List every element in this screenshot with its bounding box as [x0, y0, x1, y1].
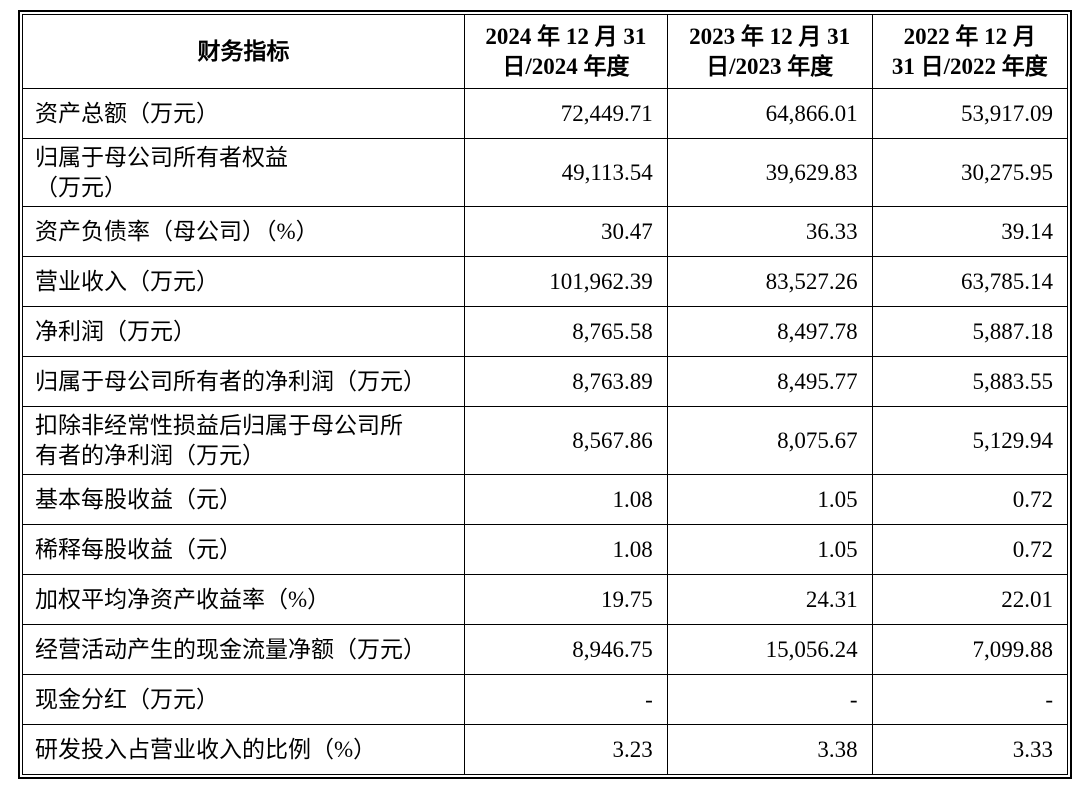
table-row-total-assets: 资产总额（万元） 72,449.71 64,866.01 53,917.09 [21, 88, 1069, 139]
row-label: 现金分红（万元） [21, 674, 466, 725]
value-2022: 39.14 [871, 206, 1069, 257]
table-row-cash-dividend: 现金分红（万元） - - - [21, 674, 1069, 725]
row-label: 加权平均净资产收益率（%） [21, 574, 466, 625]
header-row: 财务指标 2024 年 12 月 31 日/2024 年度 2023 年 12 … [21, 14, 1069, 89]
table-row-parent-equity: 归属于母公司所有者权益 （万元） 49,113.54 39,629.83 30,… [21, 138, 1069, 207]
value-2023: 1.05 [666, 474, 873, 525]
value-2022: 5,887.18 [871, 306, 1069, 357]
row-label: 净利润（万元） [21, 306, 466, 357]
value-2022: 0.72 [871, 474, 1069, 525]
value-2024: 8,567.86 [464, 406, 668, 475]
header-period-2023: 2023 年 12 月 31 日/2023 年度 [666, 14, 873, 89]
value-2023: 8,497.78 [666, 306, 873, 357]
table-row-operating-cash-flow: 经营活动产生的现金流量净额（万元） 8,946.75 15,056.24 7,0… [21, 624, 1069, 675]
value-2024: 72,449.71 [464, 88, 668, 139]
row-label: 资产总额（万元） [21, 88, 466, 139]
table-row-basic-eps: 基本每股收益（元） 1.08 1.05 0.72 [21, 474, 1069, 525]
table-row-diluted-eps: 稀释每股收益（元） 1.08 1.05 0.72 [21, 524, 1069, 575]
value-2022: 7,099.88 [871, 624, 1069, 675]
row-label: 营业收入（万元） [21, 256, 466, 307]
value-2022: 5,129.94 [871, 406, 1069, 475]
value-2023: 83,527.26 [666, 256, 873, 307]
table-row-debt-ratio: 资产负债率（母公司）（%） 30.47 36.33 39.14 [21, 206, 1069, 257]
table-row-rd-ratio: 研发投入占营业收入的比例（%） 3.23 3.38 3.33 [21, 724, 1069, 775]
value-2023: 8,495.77 [666, 356, 873, 407]
value-2024: 1.08 [464, 524, 668, 575]
row-label: 扣除非经常性损益后归属于母公司所 有者的净利润（万元） [21, 406, 466, 475]
value-2024: 19.75 [464, 574, 668, 625]
row-label: 归属于母公司所有者的净利润（万元） [21, 356, 466, 407]
value-2024: 49,113.54 [464, 138, 668, 207]
value-2024: 3.23 [464, 724, 668, 775]
row-label: 研发投入占营业收入的比例（%） [21, 724, 466, 775]
value-2022: 3.33 [871, 724, 1069, 775]
value-2023: 1.05 [666, 524, 873, 575]
value-2024: 8,946.75 [464, 624, 668, 675]
table-row-parent-net-profit: 归属于母公司所有者的净利润（万元） 8,763.89 8,495.77 5,88… [21, 356, 1069, 407]
value-2022: - [871, 674, 1069, 725]
value-2023: 15,056.24 [666, 624, 873, 675]
value-2024: 30.47 [464, 206, 668, 257]
value-2024: 8,765.58 [464, 306, 668, 357]
value-2024: 1.08 [464, 474, 668, 525]
row-label: 稀释每股收益（元） [21, 524, 466, 575]
value-2022: 63,785.14 [871, 256, 1069, 307]
value-2023: 39,629.83 [666, 138, 873, 207]
header-period-2024: 2024 年 12 月 31 日/2024 年度 [464, 14, 668, 89]
header-financial-indicator: 财务指标 [21, 14, 466, 89]
value-2022: 0.72 [871, 524, 1069, 575]
value-2024: 101,962.39 [464, 256, 668, 307]
financial-indicators-table: 财务指标 2024 年 12 月 31 日/2024 年度 2023 年 12 … [21, 14, 1069, 775]
row-label: 基本每股收益（元） [21, 474, 466, 525]
row-label: 资产负债率（母公司）（%） [21, 206, 466, 257]
table-row-net-profit: 净利润（万元） 8,765.58 8,497.78 5,887.18 [21, 306, 1069, 357]
row-label: 归属于母公司所有者权益 （万元） [21, 138, 466, 207]
header-period-2022: 2022 年 12 月 31 日/2022 年度 [871, 14, 1069, 89]
value-2022: 5,883.55 [871, 356, 1069, 407]
value-2022: 53,917.09 [871, 88, 1069, 139]
value-2024: - [464, 674, 668, 725]
table-row-weighted-roe: 加权平均净资产收益率（%） 19.75 24.31 22.01 [21, 574, 1069, 625]
value-2024: 8,763.89 [464, 356, 668, 407]
value-2022: 30,275.95 [871, 138, 1069, 207]
value-2022: 22.01 [871, 574, 1069, 625]
financial-table-frame: 财务指标 2024 年 12 月 31 日/2024 年度 2023 年 12 … [18, 10, 1072, 779]
table-row-operating-revenue: 营业收入（万元） 101,962.39 83,527.26 63,785.14 [21, 256, 1069, 307]
value-2023: - [666, 674, 873, 725]
table-row-deducted-net-profit: 扣除非经常性损益后归属于母公司所 有者的净利润（万元） 8,567.86 8,0… [21, 406, 1069, 475]
row-label: 经营活动产生的现金流量净额（万元） [21, 624, 466, 675]
value-2023: 36.33 [666, 206, 873, 257]
value-2023: 64,866.01 [666, 88, 873, 139]
value-2023: 24.31 [666, 574, 873, 625]
value-2023: 3.38 [666, 724, 873, 775]
value-2023: 8,075.67 [666, 406, 873, 475]
